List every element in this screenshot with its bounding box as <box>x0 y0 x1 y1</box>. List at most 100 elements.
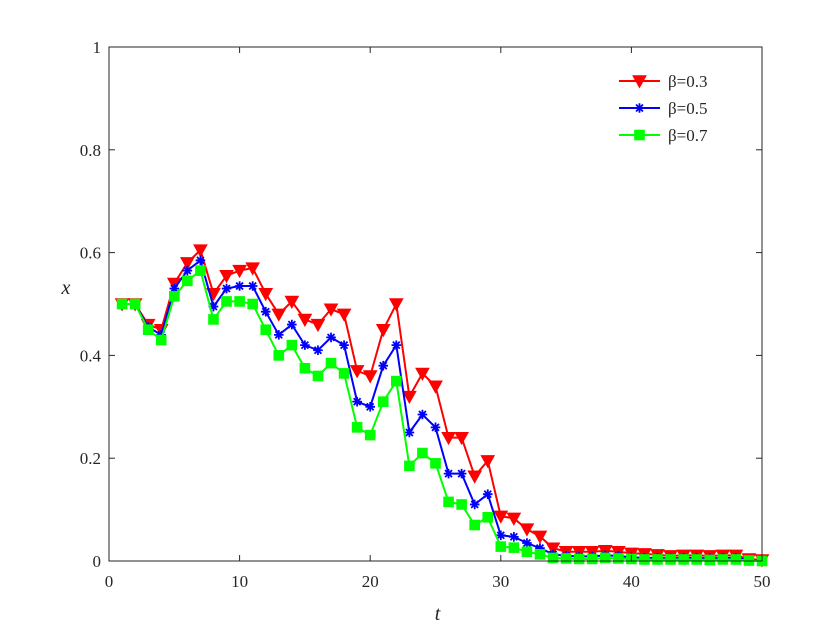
data-point <box>232 264 247 279</box>
data-point <box>441 431 456 446</box>
data-point <box>260 306 271 317</box>
data-point <box>509 532 519 542</box>
data-point <box>169 283 180 294</box>
legend-item: β=0.5 <box>619 99 708 118</box>
data-point <box>323 303 339 317</box>
data-point <box>271 308 287 322</box>
data-point <box>535 543 545 553</box>
data-point <box>456 468 467 479</box>
data-point <box>245 262 261 276</box>
data-point <box>195 265 206 276</box>
data-point <box>195 255 206 266</box>
data-point <box>443 468 454 479</box>
data-point <box>521 546 533 558</box>
y-tick-label: 1 <box>93 38 102 57</box>
x-axis-title: t <box>435 603 441 625</box>
data-point <box>547 552 559 564</box>
data-point <box>300 340 310 350</box>
data-point <box>310 318 326 333</box>
data-point <box>180 257 195 271</box>
data-point <box>519 523 535 537</box>
data-point <box>286 339 298 351</box>
y-tick-label: 0.4 <box>80 346 102 365</box>
x-tick-label: 0 <box>105 572 114 591</box>
data-point <box>613 553 624 564</box>
data-point <box>717 554 729 565</box>
data-point <box>273 350 285 361</box>
data-point <box>415 367 430 381</box>
data-point <box>364 429 376 441</box>
data-point <box>352 396 362 407</box>
data-point <box>496 530 506 541</box>
data-point <box>454 431 469 446</box>
data-point <box>377 396 389 407</box>
data-point <box>221 296 232 307</box>
legend-item: β=0.3 <box>619 72 708 91</box>
y-tick-label: 0.2 <box>80 449 101 468</box>
x-tick-label: 30 <box>492 572 509 591</box>
data-point <box>313 345 323 356</box>
data-point <box>743 555 755 566</box>
data-point <box>404 460 415 472</box>
data-point <box>375 324 391 338</box>
x-tick-label: 20 <box>362 572 379 591</box>
data-point <box>417 447 428 459</box>
data-point <box>208 314 219 325</box>
data-point <box>378 360 389 371</box>
data-point <box>508 542 520 553</box>
legend-label: β=0.5 <box>668 99 708 118</box>
data-point <box>287 319 297 330</box>
data-point <box>193 244 208 258</box>
data-point <box>362 370 378 384</box>
data-point <box>665 554 676 565</box>
data-point <box>482 512 494 523</box>
x-tick-label: 50 <box>754 572 771 591</box>
data-point <box>430 422 441 433</box>
series-1 <box>114 244 770 568</box>
x-tick-label: 40 <box>623 572 640 591</box>
data-point <box>260 324 272 335</box>
data-point <box>560 553 572 564</box>
legend: β=0.3 β=0.5 β=0.7 <box>619 72 708 145</box>
data-point <box>273 330 284 340</box>
data-point <box>365 402 375 412</box>
y-axis-title: x <box>61 277 71 299</box>
data-point <box>402 390 417 405</box>
data-point <box>339 340 349 350</box>
data-point <box>284 295 300 309</box>
data-point <box>730 554 742 565</box>
legend-label: β=0.7 <box>668 126 708 145</box>
data-point <box>495 541 507 552</box>
data-point <box>456 499 467 510</box>
data-point <box>221 283 232 294</box>
axes: 0 10 20 30 40 50 0 0.2 0.4 0.6 0.8 1 <box>80 38 771 591</box>
y-tick-label: 0 <box>93 552 102 571</box>
data-point <box>545 542 561 556</box>
plot-area <box>114 244 770 568</box>
data-point <box>443 496 454 508</box>
data-point <box>467 470 483 484</box>
data-point <box>532 530 548 544</box>
data-point <box>652 554 663 565</box>
data-point <box>142 324 154 335</box>
data-point <box>391 375 402 387</box>
legend-marker <box>634 129 645 141</box>
data-point <box>326 332 336 343</box>
legend-marker <box>632 75 647 89</box>
data-point <box>391 340 402 350</box>
data-point <box>234 281 245 291</box>
data-point <box>299 362 311 374</box>
data-point <box>573 553 585 565</box>
data-point <box>493 510 509 524</box>
data-point <box>247 281 258 291</box>
data-point <box>506 512 522 526</box>
data-point <box>469 499 480 510</box>
data-point <box>325 357 337 369</box>
data-point <box>182 265 193 276</box>
data-point <box>116 298 128 310</box>
data-point <box>297 313 313 327</box>
data-point <box>482 489 493 499</box>
y-tick-label: 0.6 <box>80 244 101 263</box>
